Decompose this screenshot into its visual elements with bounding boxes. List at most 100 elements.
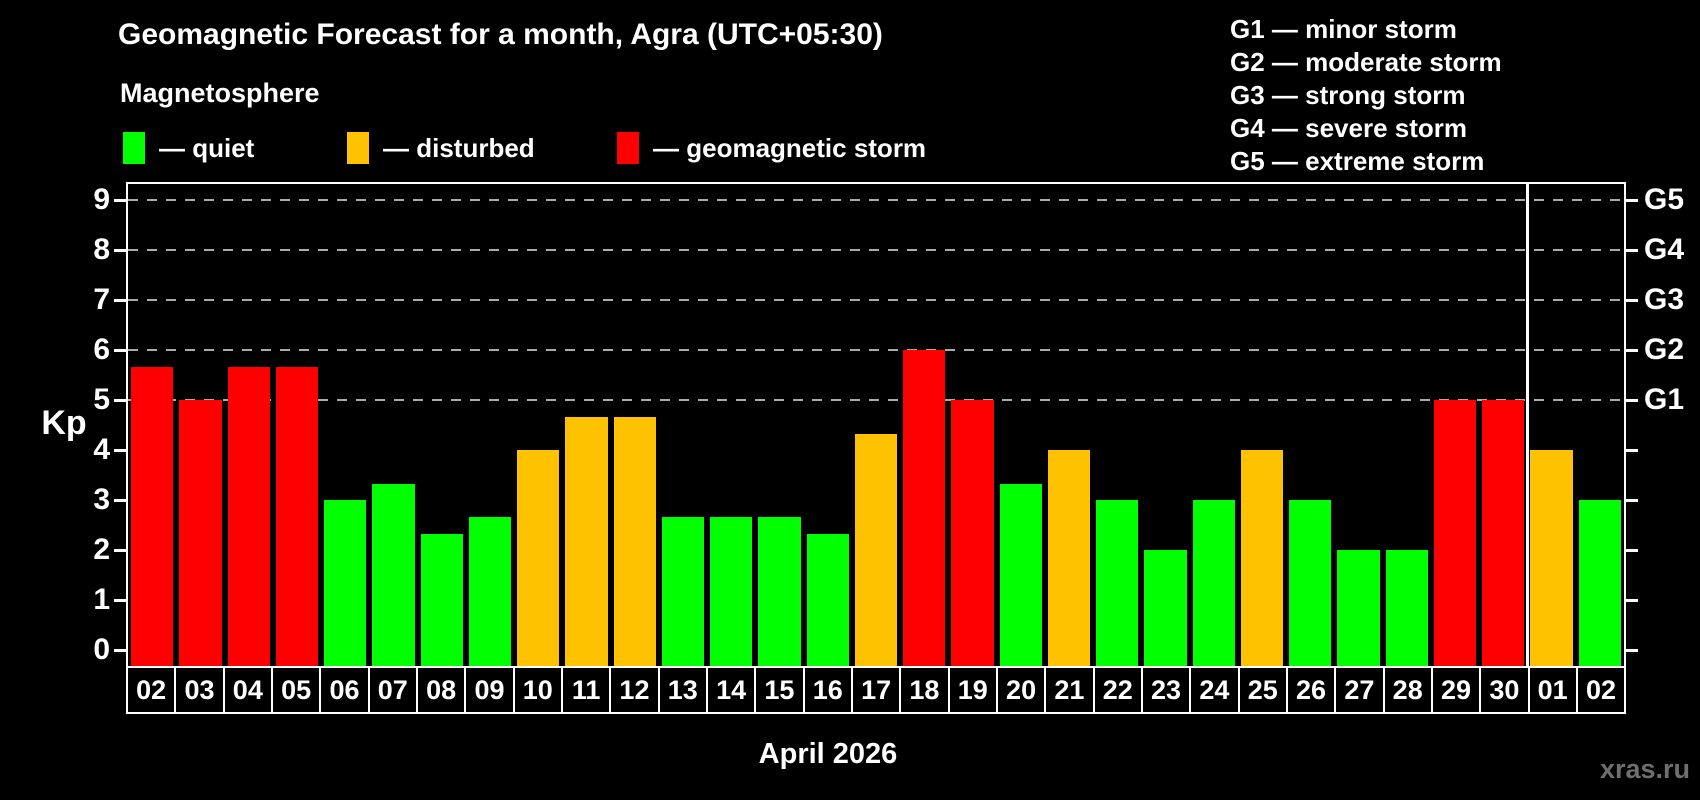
day-label-14: 14	[705, 668, 754, 712]
day-label-29: 29	[1430, 668, 1479, 712]
day-label-11: 11	[560, 668, 609, 712]
legend-label-quiet: — quiet	[159, 132, 255, 163]
bar-day-16	[806, 533, 849, 666]
bar-day-02	[131, 366, 174, 666]
bar-day-23	[1144, 550, 1187, 666]
kp-tick-label-3: 3	[93, 483, 110, 516]
bar-day-18	[903, 350, 946, 666]
kp-tick-label-2: 2	[93, 533, 110, 566]
g-legend-line-1: G1 — minor storm	[1230, 14, 1457, 44]
bar-day-07	[372, 483, 415, 666]
gridline-kp-9	[128, 199, 1624, 201]
bar-day-20	[999, 483, 1042, 666]
legend-swatch-disturbed-icon	[347, 132, 369, 164]
gridline-kp-6	[128, 349, 1624, 351]
day-label-06: 06	[319, 668, 367, 712]
g-label-G4: G4	[1644, 233, 1685, 266]
legend-swatch-quiet-icon	[123, 132, 145, 164]
day-label-row: 02 03 04 05 06 07 08 09 10 11 12 13 14 15 16 17 18 19 20 21…	[126, 668, 1626, 714]
legend-item-quiet: — quiet	[123, 131, 254, 165]
day-label-09: 09	[464, 668, 512, 712]
kp-tick-4	[114, 449, 126, 452]
bar-day-05	[275, 366, 319, 666]
day-label-05: 05	[270, 668, 319, 712]
bar-day-11	[565, 416, 608, 666]
kp-tick-3	[114, 499, 126, 502]
day-label-01: 01	[1527, 668, 1576, 712]
gridline-kp-8	[128, 249, 1624, 251]
g-label-G1: G1	[1644, 383, 1685, 416]
g-tick-7	[1626, 299, 1638, 302]
g-tick-9	[1626, 199, 1638, 202]
kp-tick-0	[114, 649, 126, 652]
kp-tick-label-7: 7	[93, 283, 110, 316]
g-tick-2	[1626, 549, 1638, 552]
g-tick-1	[1626, 599, 1638, 602]
bar-day-15	[758, 516, 801, 666]
chart-title: Geomagnetic Forecast for a month, Agra (…	[118, 18, 883, 51]
day-label-03: 03	[174, 668, 222, 712]
day-label-24: 24	[1189, 668, 1237, 712]
kp-tick-label-1: 1	[93, 583, 110, 616]
kp-tick-label-4: 4	[93, 433, 110, 466]
bar-day-22	[1096, 500, 1139, 666]
day-label-07: 07	[367, 668, 416, 712]
watermark-xras: xras.ru	[1599, 754, 1690, 784]
day-label-13: 13	[657, 668, 706, 712]
bar-day-04	[227, 366, 270, 666]
kp-tick-label-6: 6	[93, 333, 110, 366]
bar-day-03	[179, 400, 222, 666]
g-label-G2: G2	[1644, 333, 1685, 366]
day-label-28: 28	[1382, 668, 1431, 712]
bar-day-13	[661, 516, 705, 666]
g-tick-5	[1626, 399, 1638, 402]
bar-day-24	[1192, 500, 1235, 666]
day-label-17: 17	[850, 668, 899, 712]
kp-tick-7	[114, 299, 126, 302]
g-legend-line-5: G5 — extreme storm	[1230, 146, 1485, 176]
day-label-16: 16	[802, 668, 851, 712]
day-label-26: 26	[1285, 668, 1334, 712]
g-tick-8	[1626, 249, 1638, 252]
bar-day-21	[1047, 450, 1091, 666]
month-label: April 2026	[758, 738, 898, 770]
day-label-23: 23	[1140, 668, 1189, 712]
bar-day-09	[468, 516, 512, 666]
bar-day-12	[613, 416, 656, 666]
g-tick-4	[1626, 449, 1638, 452]
g-legend-line-4: G4 — severe storm	[1230, 113, 1468, 143]
legend-item-storm: — geomagnetic storm	[617, 131, 926, 165]
g-scale-legend: G1 — minor storm G2 — moderate storm G3 — …	[1230, 13, 1502, 178]
bar-day-29	[1433, 400, 1477, 666]
bar-day-01	[1530, 450, 1573, 666]
g-label-G3: G3	[1644, 283, 1685, 316]
g-tick-0	[1626, 649, 1638, 652]
day-label-20: 20	[995, 668, 1044, 712]
bar-day-28	[1385, 550, 1428, 666]
legend-swatch-storm-icon	[617, 132, 639, 164]
day-label-19: 19	[947, 668, 996, 712]
kp-tick-label-9: 9	[93, 183, 110, 216]
day-label-02: 02	[1575, 668, 1624, 712]
kp-tick-label-5: 5	[93, 383, 110, 416]
bar-day-06	[324, 500, 367, 666]
bar-day-30	[1482, 400, 1525, 666]
day-label-21: 21	[1044, 668, 1092, 712]
legend-item-disturbed: — disturbed	[347, 131, 535, 165]
kp-tick-label-8: 8	[93, 233, 110, 266]
day-label-04: 04	[222, 668, 271, 712]
kp-tick-label-0: 0	[93, 633, 110, 666]
plot-area	[126, 182, 1626, 668]
g-legend-line-3: G3 — strong storm	[1230, 80, 1466, 110]
gridline-kp-5	[128, 399, 1624, 401]
bar-day-27	[1337, 550, 1380, 666]
legend-label-disturbed: — disturbed	[383, 132, 535, 163]
kp-tick-1	[114, 599, 126, 602]
kp-tick-9	[114, 199, 126, 202]
kp-tick-5	[114, 399, 126, 402]
legend-label-storm: — geomagnetic storm	[653, 132, 927, 163]
day-label-27: 27	[1334, 668, 1382, 712]
day-label-15: 15	[754, 668, 802, 712]
bar-day-14	[710, 516, 753, 666]
